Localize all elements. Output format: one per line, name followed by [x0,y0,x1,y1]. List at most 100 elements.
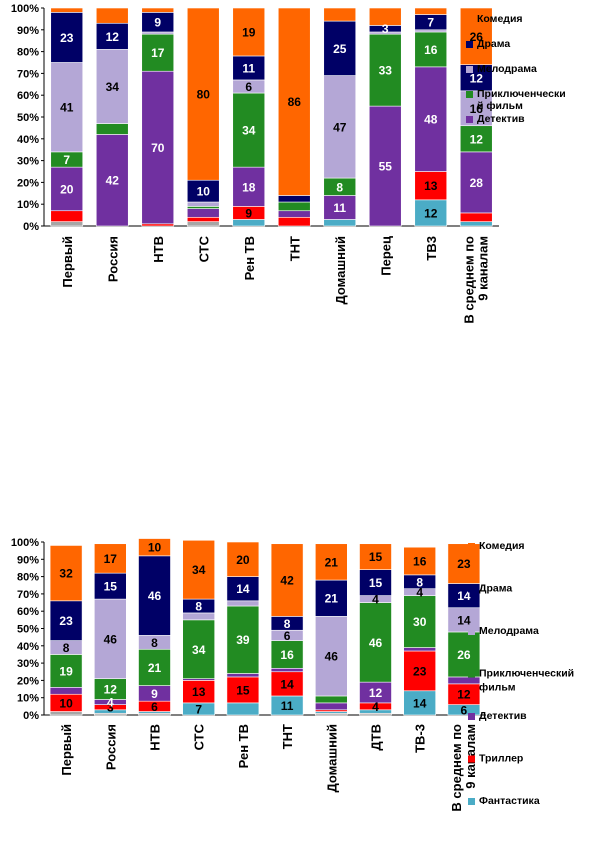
bar-segment-приключенческий-фильм [141,33,175,72]
bar-segment-приключенческий-фильм [447,631,481,678]
legend-label: Детектив [477,113,525,125]
bar-segment-мелодрама [50,62,84,153]
bar-segment-драма [50,12,84,63]
legend-swatch [468,798,475,805]
bar-segment-приключенческий-фильм [403,595,437,648]
x-tick-label-line: В среднем по [461,236,476,324]
x-tick-label: Первый [59,724,74,776]
bar-segment-триллер [226,676,260,704]
data-label: 41 [60,101,74,115]
data-label: 46 [104,632,118,646]
data-label: 16 [413,555,427,569]
data-label: 14 [413,696,427,710]
bar-segment-драма [277,195,311,203]
y-tick-label: 20% [17,675,39,687]
bar-segment-комедия [49,545,83,602]
legend-label-line: фильм [479,682,516,694]
data-label: 15 [369,550,383,564]
data-label: 21 [325,592,339,606]
data-label: 15 [104,580,118,594]
data-label: 4 [416,586,423,600]
legend-swatch [468,713,475,720]
bar-segment-комедия [277,7,311,196]
bar-segment-драма [226,576,260,602]
data-label: 12 [424,206,438,220]
x-tick-label: Домашний [333,236,348,305]
bar-segment-thriller [459,212,493,222]
data-label: 11 [281,699,294,713]
bar-segment-thriller [141,223,175,227]
bar-segment-мелодрама [459,90,493,127]
legend-swatch [468,543,475,550]
data-label: 4 [107,696,114,710]
data-label: 34 [106,80,120,94]
bar-segment-фантастика [226,702,260,716]
bar-segment-приключенческий-фильм [368,33,402,107]
data-label: 33 [379,64,393,78]
data-label: 12 [106,30,120,44]
bar-segment-приключенческий-фильм [186,206,220,209]
data-label: 7 [63,153,70,167]
y-tick-label: 40% [17,641,39,653]
x-tick-label: ТНТ [287,236,302,261]
bar-segment-мелодрама [414,29,448,33]
data-label: 48 [424,113,438,127]
x-tick-label: ТВ-3 [413,724,428,753]
chart-2: 0% 10% 20% 30% 40% 50% 60% 70% 80% 90% 100% Первый Р… [11,537,574,812]
data-label: 10 [59,696,73,710]
bar-segment-мелодрама [141,31,175,35]
bar-segment-мелодрама [182,612,215,621]
x-tick-label-line: В среднем по [449,724,464,812]
bar-segment-драма [459,64,493,92]
bar-segment-детектив [226,673,260,678]
data-label: 18 [242,180,256,194]
bar-segment-fantastika [459,221,493,227]
bar-segment-приключенческий-фильм [232,92,266,168]
legend-label-line: Мелодрама [477,63,537,75]
data-label: 12 [470,71,484,85]
data-label: 3 [107,701,114,715]
bar-segment-триллер [403,650,437,692]
data-label: 26 [457,648,471,662]
bar-segment-детектив [403,647,437,652]
data-label: 26 [470,30,484,44]
bar-segment-gray [50,221,84,227]
bar-segment-комедия [94,543,127,574]
data-label: 17 [104,552,118,566]
data-label: 20 [236,553,250,567]
legend-swatch [468,670,475,678]
legend-label-line: Драма [477,38,510,50]
data-label: 4 [372,593,379,607]
legend-label-line: Детектив [479,710,527,722]
chart-1: 0% 10% 20% 30% 40% 50% 60% 70% 80% 90% 100% Первый Р… [11,3,566,324]
bar-segment-детектив [141,70,175,225]
legend-label-line: Драма [479,583,512,595]
x-tick-label: Рен ТВ [242,236,257,280]
y-tick-label: 20% [17,177,39,189]
data-label: 14 [457,589,471,603]
bar-segment-комедия [459,7,493,65]
bar-segment-fantastika [323,219,357,227]
data-label: 12 [369,686,383,700]
data-label: 16 [424,43,438,57]
y-tick-label: 70% [17,68,39,80]
data-label: 46 [369,636,383,650]
legend: Комедия Драма Мелодрама Приключенческий филь… [468,540,574,807]
data-label: 86 [288,95,302,109]
bar-segment-приключенческий-фильм [270,640,304,669]
bar-segment-драма [94,572,127,600]
data-label: 34 [242,124,256,138]
legend-label: Приключенчески й фильм [477,88,566,112]
data-label: 8 [195,600,202,614]
legend-label-line: Комедия [479,540,525,552]
y-tick-label: 70% [17,589,39,601]
legend-label-line: Приключенческий [479,668,574,680]
x-tick-label: Перец [378,236,393,276]
bar-segment-мелодрама [186,201,220,207]
data-label: 42 [280,574,294,588]
bar-segment-мелодрама [323,75,357,179]
bar-segment-детектив [270,667,304,673]
bar-segment-комедия [414,7,448,15]
bar-segment-приключенческий-фильм [314,695,348,704]
data-label: 39 [236,633,250,647]
